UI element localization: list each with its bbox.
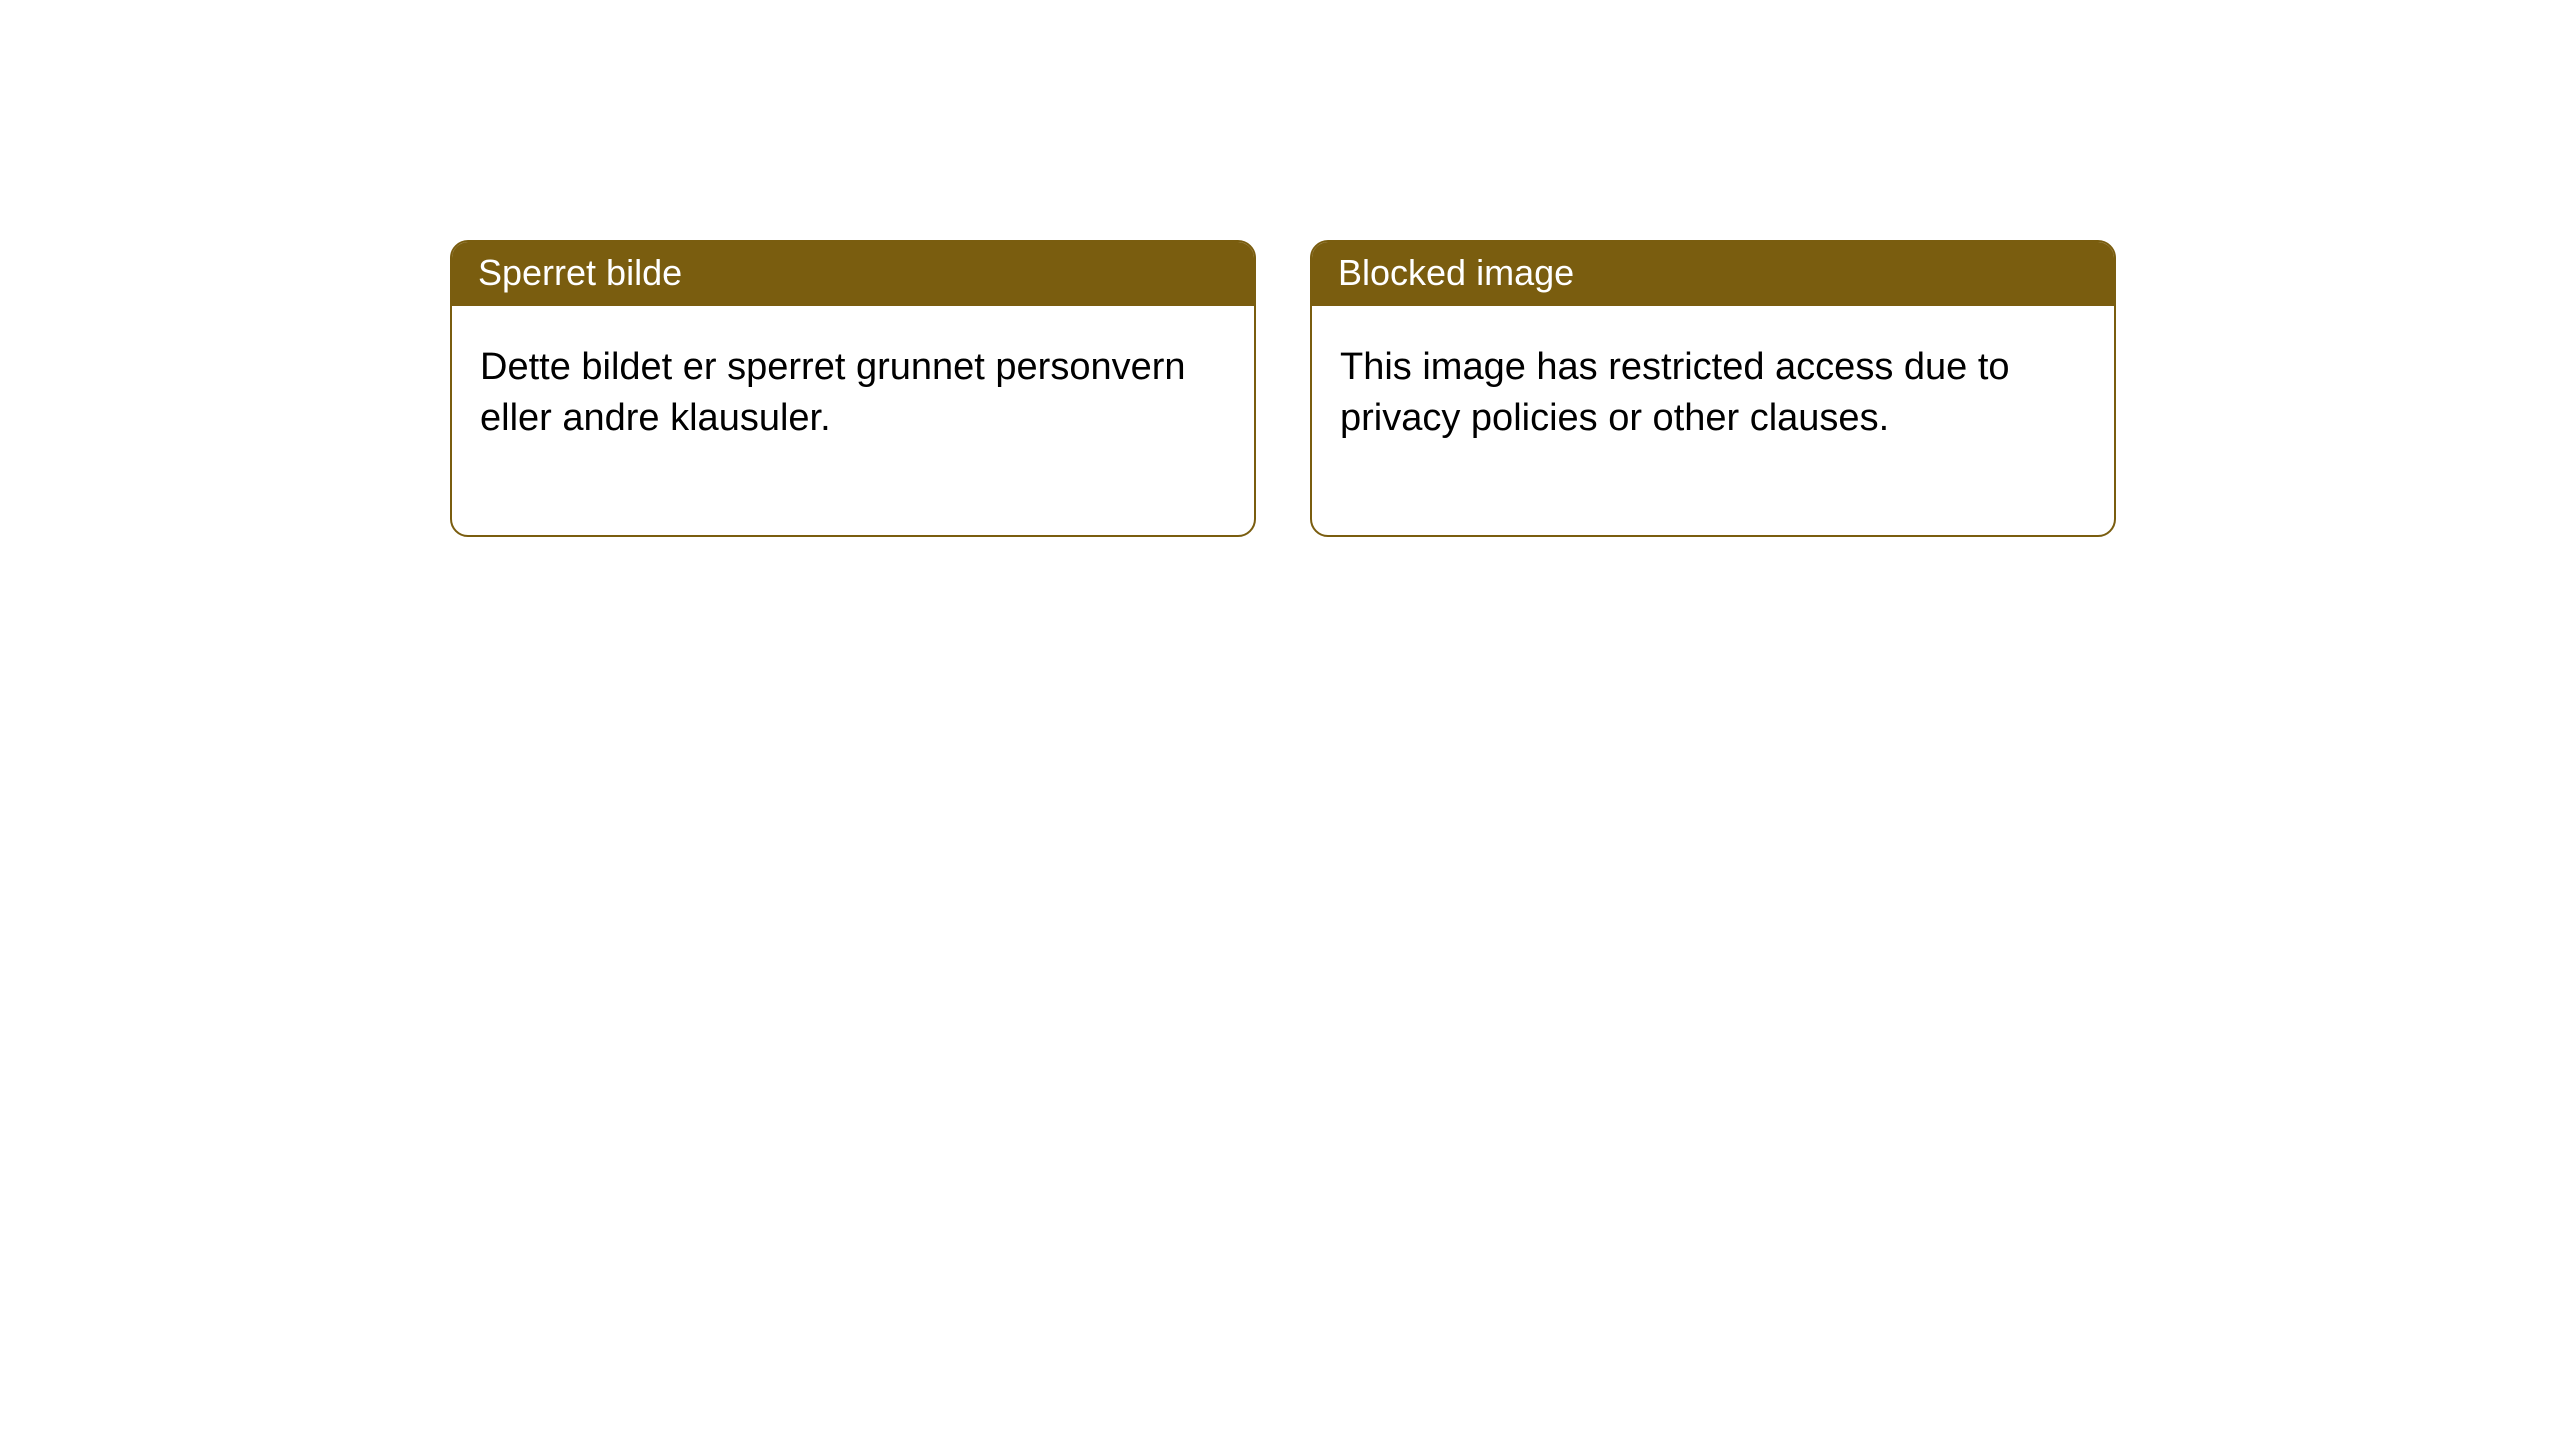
notice-container: Sperret bilde Dette bildet er sperret gr… — [0, 0, 2560, 537]
notice-body-text: This image has restricted access due to … — [1340, 346, 2010, 439]
notice-title: Blocked image — [1338, 252, 1574, 293]
notice-body-text: Dette bildet er sperret grunnet personve… — [480, 346, 1186, 439]
notice-card-english: Blocked image This image has restricted … — [1310, 240, 2116, 537]
notice-body: Dette bildet er sperret grunnet personve… — [452, 306, 1254, 535]
notice-body: This image has restricted access due to … — [1312, 306, 2114, 535]
notice-header: Sperret bilde — [452, 242, 1254, 306]
notice-header: Blocked image — [1312, 242, 2114, 306]
notice-title: Sperret bilde — [478, 252, 682, 293]
notice-card-norwegian: Sperret bilde Dette bildet er sperret gr… — [450, 240, 1256, 537]
